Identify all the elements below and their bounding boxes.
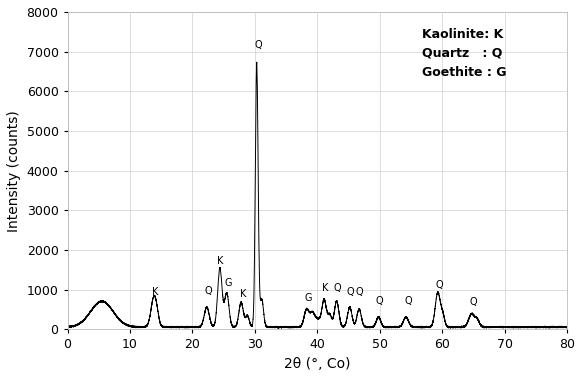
Y-axis label: Intensity (counts): Intensity (counts) (7, 110, 21, 232)
Text: K: K (217, 256, 223, 266)
Text: G: G (304, 293, 312, 303)
Text: K: K (152, 287, 158, 296)
Text: Q: Q (204, 286, 212, 296)
Text: K: K (240, 288, 247, 299)
Text: Q: Q (346, 287, 354, 297)
Text: Q: Q (470, 297, 477, 307)
X-axis label: 2θ (°, Co): 2θ (°, Co) (284, 357, 350, 371)
Text: Q: Q (435, 280, 443, 290)
Text: Kaolinite: K
Quartz   : Q
Goethite : G: Kaolinite: K Quartz : Q Goethite : G (422, 28, 507, 79)
Text: Q: Q (356, 287, 364, 297)
Text: G: G (225, 278, 232, 288)
Text: Q: Q (333, 283, 341, 293)
Text: Q: Q (404, 296, 411, 306)
Text: K: K (322, 283, 328, 293)
Text: Q: Q (376, 296, 384, 306)
Text: Q: Q (254, 40, 262, 50)
